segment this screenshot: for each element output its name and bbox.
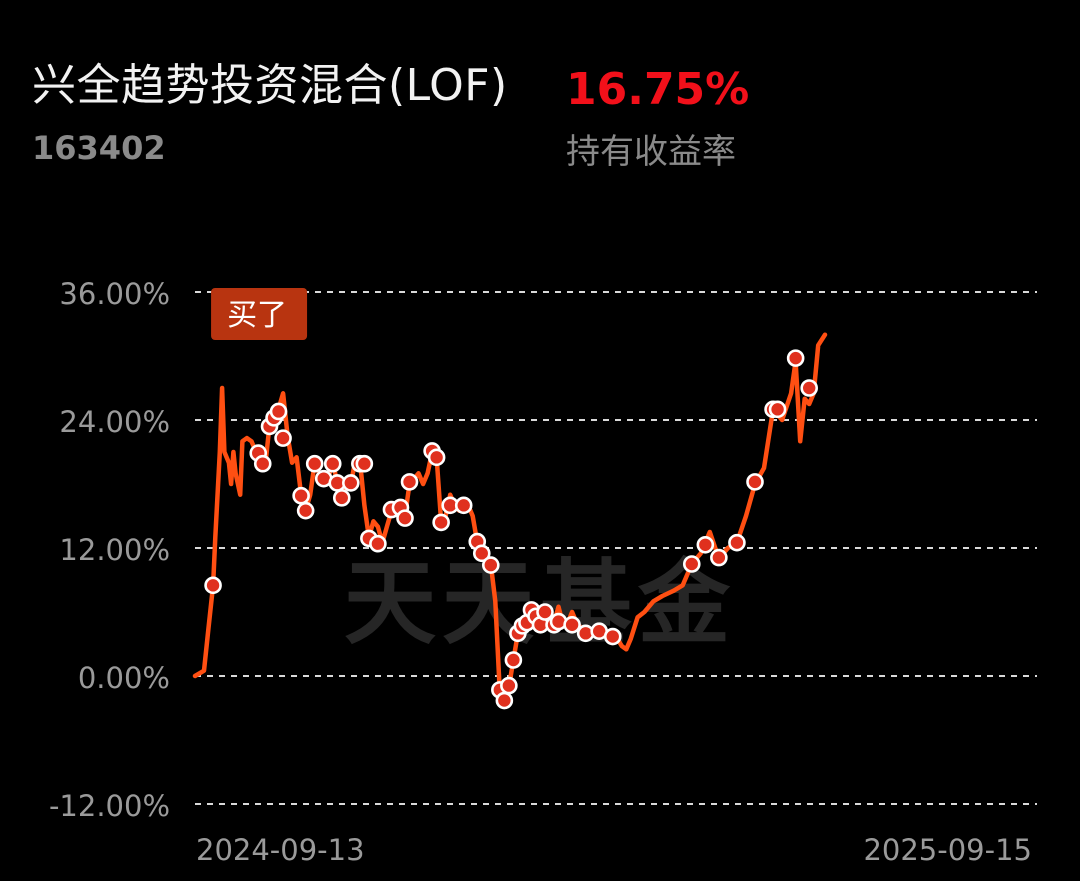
buy-tag	[211, 288, 308, 340]
trade-point	[682, 555, 701, 573]
trade-point	[563, 615, 581, 634]
trade-point	[400, 473, 419, 491]
trade-point	[472, 544, 491, 563]
buy-tag-label: 买了	[227, 298, 287, 333]
return-label: 持有收益率	[566, 132, 736, 172]
trade-point	[603, 627, 622, 646]
trade-point	[427, 448, 446, 467]
buy-point	[204, 576, 222, 595]
trade-point	[500, 676, 518, 695]
y-tick-label: 0.00%	[78, 661, 170, 695]
y-tick-label: 24.00%	[59, 405, 170, 439]
y-tick-label: 12.00%	[59, 533, 170, 567]
trade-point	[768, 400, 787, 419]
trade-point	[710, 548, 728, 567]
trade-point	[454, 496, 473, 515]
trade-point	[323, 454, 342, 473]
fund-code: 163402	[32, 129, 166, 167]
trade-point	[536, 603, 554, 621]
trade-point	[253, 454, 272, 473]
x-axis: 2024-09-13 2025-09-15	[196, 833, 1032, 867]
marker-layer	[204, 349, 818, 710]
trade-point	[800, 379, 818, 397]
trade-point	[432, 513, 450, 532]
trade-point	[495, 691, 514, 710]
trade-point	[296, 501, 315, 520]
return-value: 16.75%	[566, 64, 750, 115]
trade-point	[746, 473, 764, 491]
trade-point	[786, 349, 805, 367]
trade-point	[504, 651, 523, 669]
trade-point	[305, 454, 324, 473]
trade-point	[728, 533, 746, 552]
trade-point	[355, 454, 374, 473]
trade-point	[696, 535, 715, 554]
buy-layer: 买了	[211, 288, 308, 792]
x-tick-label: 2024-09-13	[196, 833, 365, 867]
trade-point	[274, 429, 292, 447]
trade-point	[369, 534, 387, 553]
grid-layer: 36.00% 24.00% 12.00% 0.00% -12.00%	[49, 277, 1037, 823]
trade-point	[396, 509, 414, 527]
watermark: 天天基金	[344, 550, 736, 657]
trade-point	[269, 402, 288, 421]
fund-name: 兴全趋势投资混合(LOF)	[32, 60, 508, 111]
trade-point	[342, 474, 360, 492]
trade-point	[292, 486, 310, 505]
trade-point	[482, 556, 500, 574]
y-tick-label: 36.00%	[59, 277, 170, 311]
trade-point	[332, 489, 351, 507]
x-tick-label: 2025-09-15	[863, 833, 1032, 867]
y-tick-label: -12.00%	[49, 789, 170, 823]
